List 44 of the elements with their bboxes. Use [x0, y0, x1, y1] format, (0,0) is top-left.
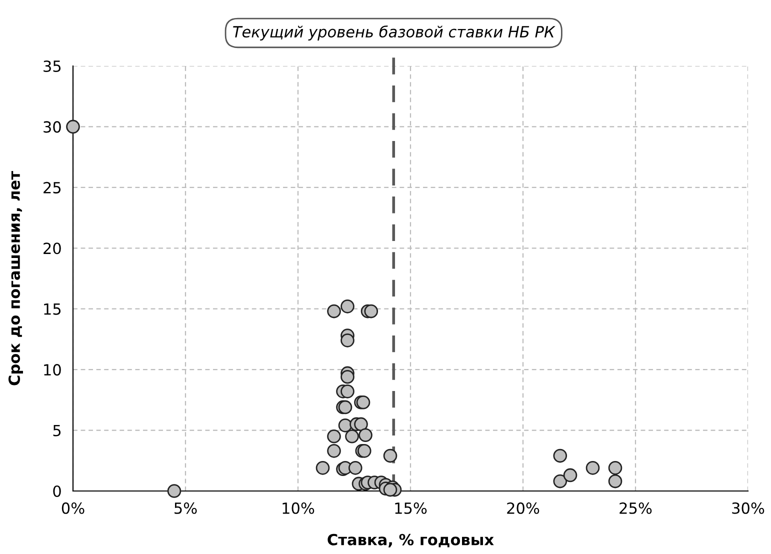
x-tick-label: 10% [282, 502, 314, 514]
point [345, 429, 359, 444]
point [340, 300, 354, 314]
x-tick-label: 20% [507, 502, 540, 514]
y-tick-label: 20 [44, 242, 61, 254]
point [358, 428, 372, 442]
y-tick-label: 5 [53, 424, 61, 436]
point [327, 304, 341, 318]
x-tick-label: 30% [732, 502, 764, 514]
point [553, 474, 568, 488]
point [553, 448, 568, 463]
point [586, 461, 600, 475]
point [563, 468, 578, 482]
y-tick-label: 30 [44, 121, 61, 133]
ref-line-label: Текущий уровень базовой ставки НБ РК [233, 25, 556, 40]
point [316, 461, 330, 475]
point [356, 395, 370, 410]
x-tick-label: 5% [174, 502, 197, 514]
y-axis-title: Срок до погашения, лет [8, 171, 24, 386]
point [327, 444, 341, 458]
point [66, 120, 80, 134]
y-tick-label: 35 [44, 60, 61, 72]
y-tick-label: 15 [44, 304, 61, 315]
point [340, 384, 354, 398]
point [364, 304, 378, 318]
point [354, 417, 368, 432]
x-axis-title: Ставка, % годовых [328, 534, 494, 548]
point [383, 482, 398, 497]
point [167, 484, 182, 498]
y-tick-label: 10 [44, 364, 61, 376]
point [348, 461, 362, 475]
x-tick-label: 0% [62, 502, 84, 514]
x-tick-label: 25% [620, 502, 652, 514]
point [340, 370, 354, 384]
point [383, 448, 398, 463]
point [338, 400, 352, 414]
point [327, 429, 341, 444]
x-tick-label: 15% [395, 502, 427, 514]
point [608, 474, 622, 488]
point [608, 461, 622, 475]
y-tick-label: 0 [53, 485, 61, 498]
point [340, 334, 354, 348]
y-tick-label: 25 [44, 182, 61, 194]
point [338, 418, 352, 432]
